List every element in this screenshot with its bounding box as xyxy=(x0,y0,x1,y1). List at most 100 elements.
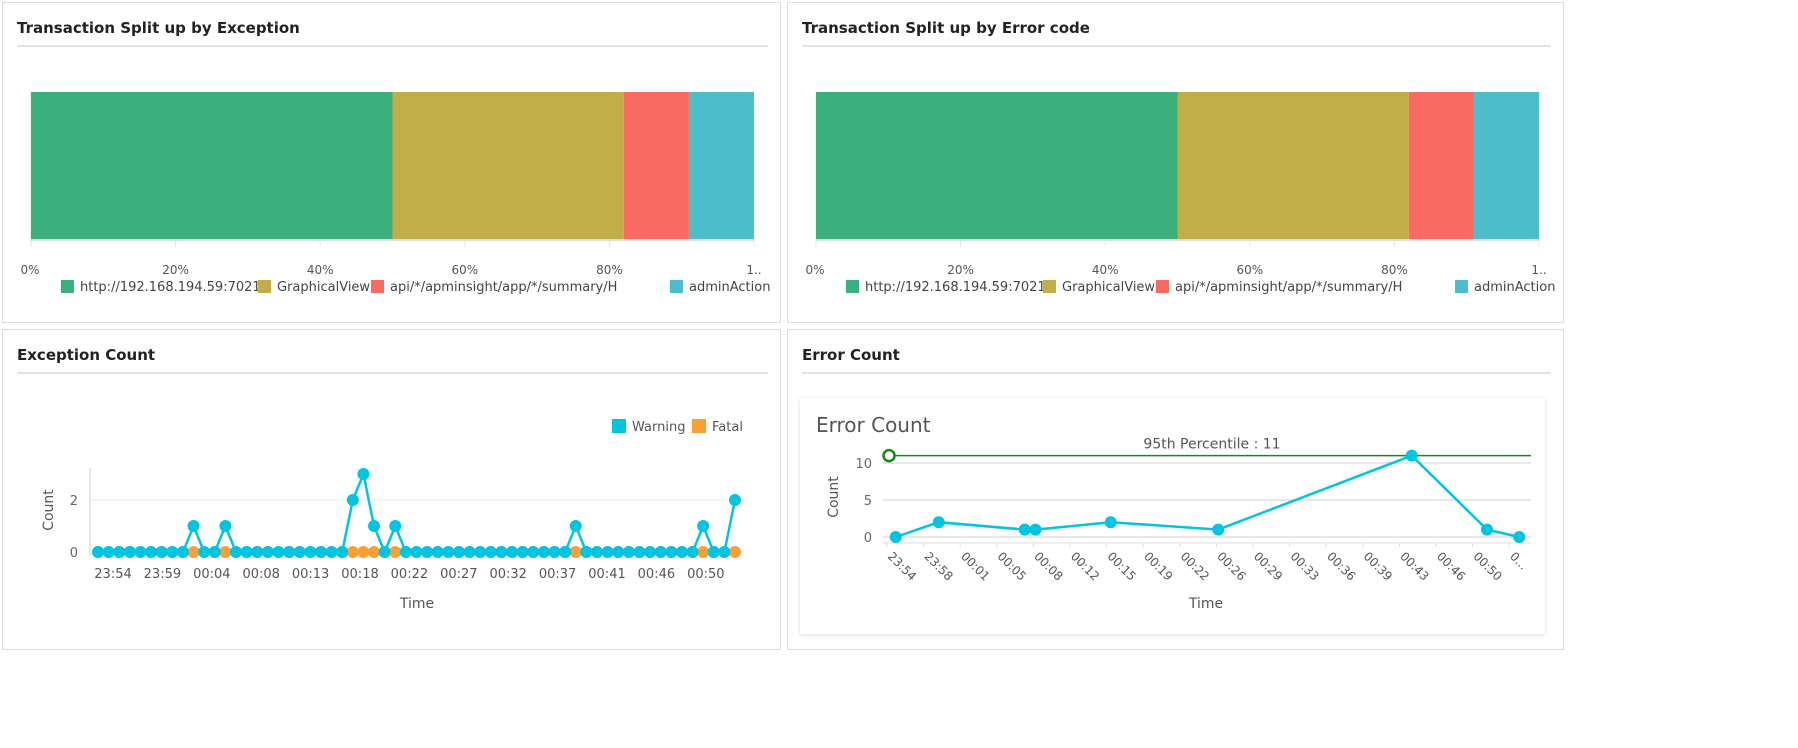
data-point-warning xyxy=(410,546,423,558)
data-point-warning xyxy=(240,546,253,558)
x-tick-label: 00:32 xyxy=(489,567,526,582)
legend-swatch xyxy=(258,280,271,293)
legend-swatch xyxy=(692,419,706,433)
data-point-fatal xyxy=(569,546,582,558)
data-point xyxy=(1104,516,1117,529)
data-point-warning xyxy=(155,546,168,558)
panel-title: Exception Count xyxy=(17,346,156,364)
data-point-warning xyxy=(102,546,115,558)
panel-exception-count: Exception Count xyxy=(2,329,781,650)
data-point-warning xyxy=(368,520,381,532)
divider xyxy=(17,45,768,47)
x-tick-label: 00:27 xyxy=(440,567,477,582)
data-point-warning xyxy=(187,520,200,532)
x-axis-label: Time xyxy=(1188,596,1223,612)
legend-label: Fatal xyxy=(712,420,743,435)
data-point-fatal xyxy=(357,546,370,558)
data-point-fatal xyxy=(389,546,402,558)
x-tick-label: 00:05 xyxy=(995,549,1029,583)
data-point-warning xyxy=(251,546,264,558)
x-tick-label: 00:08 xyxy=(1031,549,1065,583)
x-tick-label: 00:50 xyxy=(1470,549,1504,583)
legend-swatch xyxy=(1043,280,1056,293)
data-point-warning xyxy=(166,546,179,558)
legend-label: http://192.168.194.59:7021/ xyxy=(80,280,266,295)
bar-segment xyxy=(688,92,754,240)
data-point-warning xyxy=(123,546,136,558)
panel-title: Error Count xyxy=(802,346,900,364)
data-point-warning xyxy=(378,546,391,558)
data-point-warning xyxy=(92,546,104,558)
error-count-chart-card xyxy=(800,398,1545,634)
bar-segment xyxy=(623,92,689,240)
data-point-warning xyxy=(421,546,434,558)
data-point-warning xyxy=(633,546,646,558)
x-tick-label: 23:59 xyxy=(144,567,181,582)
data-point-warning xyxy=(569,520,582,532)
data-point-warning xyxy=(452,546,465,558)
data-point-warning xyxy=(399,546,412,558)
data-point-warning xyxy=(389,520,402,532)
x-tick-label: 00:46 xyxy=(638,567,675,582)
x-tick-label: 80% xyxy=(596,263,623,277)
data-point xyxy=(1029,523,1042,536)
x-tick-label: 00:36 xyxy=(1324,549,1358,583)
x-tick-label: 1.. xyxy=(1531,263,1546,277)
data-point-warning xyxy=(304,546,317,558)
data-point-warning xyxy=(527,546,540,558)
legend-swatch xyxy=(612,419,626,433)
data-point-warning xyxy=(463,546,476,558)
data-point-warning xyxy=(601,546,614,558)
y-tick-label: 10 xyxy=(855,457,872,472)
x-tick-label: 0% xyxy=(805,263,824,277)
data-point-warning xyxy=(219,520,232,532)
legend-label: adminAction xyxy=(1474,280,1555,295)
legend-label: api/*/apminsight/app/*/summary/H xyxy=(390,280,617,295)
x-tick-label: 00:39 xyxy=(1361,549,1395,583)
chart-title: Error Count xyxy=(816,413,931,437)
data-point xyxy=(932,516,945,529)
divider xyxy=(17,372,768,374)
x-axis-label: Time xyxy=(399,596,434,612)
data-point-warning xyxy=(537,546,550,558)
data-point xyxy=(1405,449,1418,462)
data-point-warning xyxy=(293,546,306,558)
x-tick-label: 60% xyxy=(1236,263,1263,277)
data-point-warning xyxy=(272,546,285,558)
data-point-warning xyxy=(442,546,455,558)
data-point-warning xyxy=(622,546,635,558)
data-point-warning xyxy=(580,546,593,558)
y-tick-label: 0 xyxy=(864,531,872,546)
data-point-warning xyxy=(654,546,667,558)
x-tick-label: 00:13 xyxy=(292,567,329,582)
data-point-fatal xyxy=(219,546,232,558)
divider xyxy=(802,45,1551,47)
data-point-warning xyxy=(261,546,274,558)
legend-label: GraphicalView xyxy=(1062,280,1155,295)
percentile-label: 95th Percentile : 11 xyxy=(1143,437,1280,453)
data-point-fatal xyxy=(729,546,741,558)
legend-label: Warning xyxy=(632,420,685,435)
data-point-warning xyxy=(357,468,370,480)
x-tick-label: 00:22 xyxy=(391,567,428,582)
x-tick-label: 40% xyxy=(1092,263,1119,277)
x-tick-label: 1.. xyxy=(746,263,761,277)
data-point xyxy=(889,531,902,543)
data-point-warning xyxy=(665,546,678,558)
legend-label: GraphicalView xyxy=(277,280,370,295)
divider xyxy=(802,372,1551,374)
data-point-warning xyxy=(675,546,688,558)
data-point-warning xyxy=(729,494,741,506)
data-point xyxy=(1018,523,1031,536)
bar-segment xyxy=(816,92,1178,240)
data-point-warning xyxy=(325,546,338,558)
x-tick-label: 23:54 xyxy=(885,549,919,583)
data-point-warning xyxy=(484,546,497,558)
data-point-warning xyxy=(336,546,349,558)
data-point-warning xyxy=(697,520,710,532)
series-line xyxy=(895,454,1520,539)
bar-segment xyxy=(392,92,624,240)
data-point-warning xyxy=(590,546,603,558)
